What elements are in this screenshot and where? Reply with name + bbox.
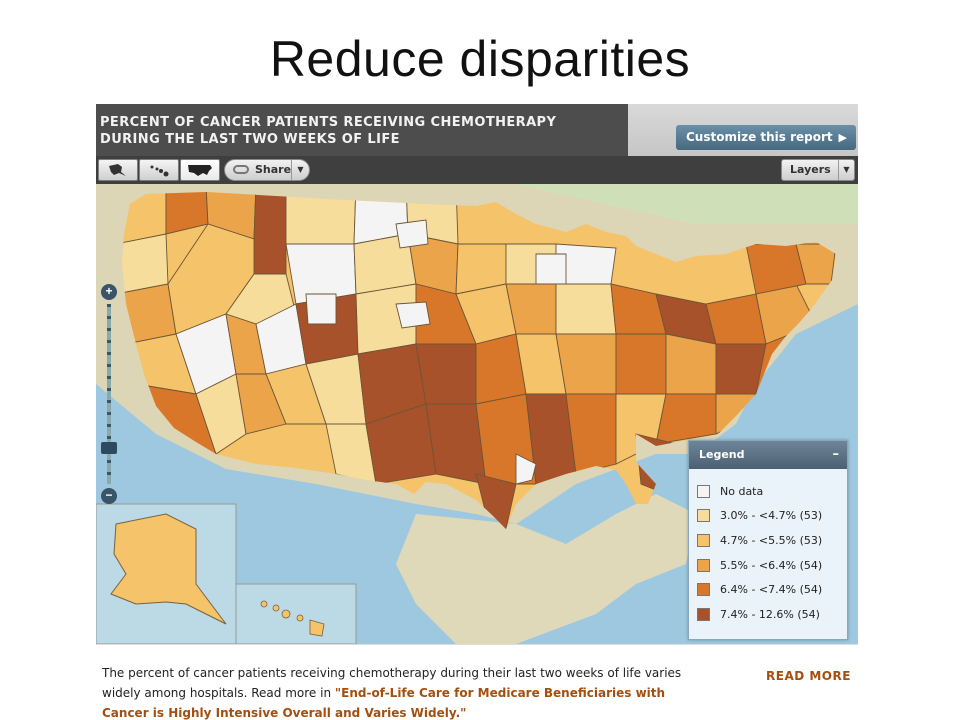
legend-item: No data [697,479,847,504]
layers-label: Layers [790,163,831,176]
legend-swatch [697,583,710,597]
share-label: Share [255,163,292,176]
choropleth-map[interactable]: + − Legend – No data 3.0% - <4.7% (53) [96,184,858,644]
alaska-icon [109,164,126,176]
report-link[interactable]: "End-of-Life Care for Medicare Beneficia… [102,686,666,720]
report-title-panel: PERCENT OF CANCER PATIENTS RECEIVING CHE… [96,104,628,156]
legend-items: No data 3.0% - <4.7% (53) 4.7% - <5.5% (… [689,469,847,627]
layers-button[interactable]: Layers ▼ [781,159,855,181]
legend-swatch [697,533,710,547]
legend-label: 7.4% - 12.6% (54) [720,607,820,621]
zoom-slider-handle[interactable] [101,442,117,454]
slide-title: Reduce disparities [269,31,691,87]
legend-label: 3.0% - <4.7% (53) [720,509,823,523]
legend-item: 3.0% - <4.7% (53) [697,504,847,529]
legend-swatch [697,509,710,523]
legend-label: 5.5% - <6.4% (54) [720,558,823,572]
customize-report-label: Customize this report [686,130,833,144]
legend-item: 6.4% - <7.4% (54) [697,577,847,602]
legend-swatch [697,484,710,498]
legend-header: Legend – [689,441,847,469]
report-footer: The percent of cancer patients receiving… [96,644,858,720]
legend-item: 5.5% - <6.4% (54) [697,553,847,578]
legend-panel: Legend – No data 3.0% - <4.7% (53) 4.7% … [688,440,848,640]
zoom-control: + − [99,284,119,504]
legend-label: No data [720,484,764,498]
share-button[interactable]: Share ▼ [224,159,310,181]
legend-label: 4.7% - <5.5% (53) [720,533,823,547]
collapse-icon[interactable]: – [832,447,840,462]
chevron-down-icon: ▼ [838,160,854,180]
legend-swatch [697,558,710,572]
legend-swatch [697,607,710,621]
zoom-slider-track[interactable] [107,304,111,484]
tab-alaska[interactable] [98,159,138,181]
link-icon [233,165,249,174]
footer-description: The percent of cancer patients receiving… [102,663,682,720]
footer-text: The percent of cancer patients receiving… [102,666,682,700]
legend-item: 7.4% - 12.6% (54) [697,602,847,627]
region-tabs [98,159,221,181]
chevron-right-icon: ▶ [838,131,847,144]
customize-report-button[interactable]: Customize this report ▶ [676,125,856,150]
legend-title: Legend [699,448,745,461]
chevron-down-icon: ▼ [291,160,309,180]
tab-hawaii[interactable] [139,159,179,181]
tab-continental-us[interactable] [180,159,220,181]
legend-item: 4.7% - <5.5% (53) [697,528,847,553]
hawaii-icon [150,165,169,177]
map-toolbar: Share ▼ Layers ▼ [96,156,858,184]
report-title: PERCENT OF CANCER PATIENTS RECEIVING CHE… [100,115,557,147]
legend-label: 6.4% - <7.4% (54) [720,583,823,597]
alaska-region [110,513,227,625]
zoom-in-button[interactable]: + [101,284,117,300]
report-widget: PERCENT OF CANCER PATIENTS RECEIVING CHE… [96,104,858,720]
us-map-icon [188,165,212,176]
read-more-link[interactable]: READ MORE [766,669,851,683]
hawaii-region [260,600,325,637]
zoom-out-button[interactable]: − [101,488,117,504]
report-header: PERCENT OF CANCER PATIENTS RECEIVING CHE… [96,104,858,156]
